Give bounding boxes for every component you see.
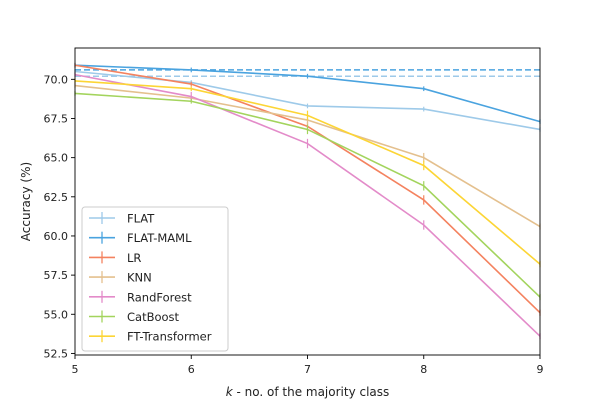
legend-label-KNN: KNN	[127, 271, 152, 285]
x-tick-label-6: 6	[188, 363, 195, 376]
x-tick-label-7: 7	[304, 363, 311, 376]
x-axis-label-variable: k	[226, 385, 234, 399]
legend-label-FLAT-MAML: FLAT-MAML	[127, 231, 192, 245]
y-tick-label-62.5: 62.5	[44, 191, 69, 204]
y-tick-label-67.5: 67.5	[44, 112, 69, 125]
y-tick-label-57.5: 57.5	[44, 269, 69, 282]
y-tick-label-60: 60.0	[44, 230, 69, 243]
legend-label-LR: LR	[127, 251, 141, 265]
legend-label-FLAT: FLAT	[127, 212, 155, 226]
legend-box	[81, 206, 229, 352]
x-tick-label-5: 5	[72, 363, 79, 376]
y-tick-label-55: 55.0	[44, 308, 69, 321]
x-tick-label-9: 9	[537, 363, 544, 376]
y-tick-label-70: 70.0	[44, 73, 69, 86]
y-axis-label: Accuracy (%)	[19, 162, 33, 241]
x-axis-label: k - no. of the majority class	[226, 385, 390, 399]
x-tick-label-8: 8	[420, 363, 427, 376]
legend-label-RandForest: RandForest	[127, 290, 192, 304]
y-tick-label-52.5: 52.5	[44, 347, 69, 360]
legend-label-CatBoost: CatBoost	[127, 310, 180, 324]
y-tick-label-65: 65.0	[44, 152, 69, 165]
x-axis-label-text: - no. of the majority class	[233, 385, 390, 399]
legend-label-FT-Transformer: FT-Transformer	[127, 330, 212, 344]
